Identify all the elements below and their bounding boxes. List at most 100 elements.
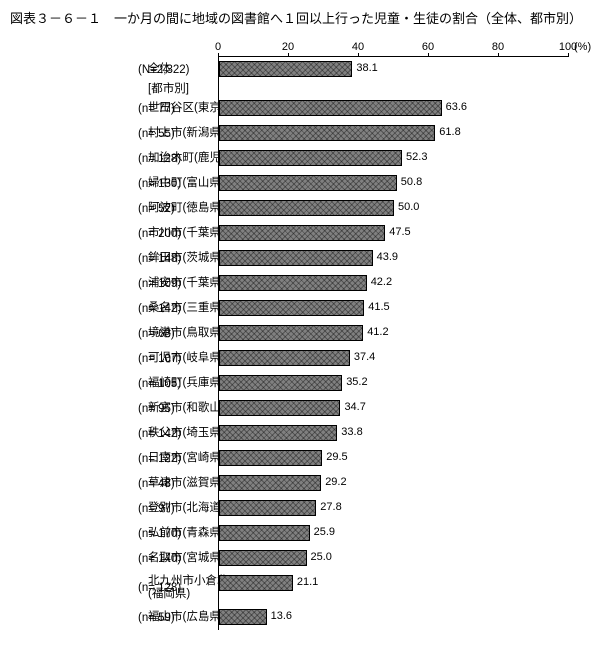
data-row: 全体(N=2,322)38.1 [138,57,595,82]
bar-cell: 38.1 [218,57,568,82]
bar-value: 61.8 [439,126,460,138]
bar [219,100,442,116]
data-row: 登別市(北海道)(n= 97)27.8 [138,496,595,521]
chart-area: 020406080100(%) 全体(N=2,322)38.1[都市別]世田谷区… [138,37,595,630]
bar-value: 50.8 [401,176,422,188]
bar-value: 41.5 [368,301,389,313]
bar-value: 38.1 [356,62,377,74]
bar-cell: 50.8 [218,171,568,196]
data-row: 福山市(広島県)(n= 59)13.6 [138,605,595,630]
bar [219,550,307,566]
bar-cell: 61.8 [218,121,568,146]
bar-cell: 52.3 [218,146,568,171]
bar-value: 41.2 [367,326,388,338]
bar-cell: 21.1 [218,571,568,605]
data-row: 浦安市(千葉県)(n= 109)42.2 [138,271,595,296]
bar [219,125,435,141]
data-row: 世田谷区(東京都)(n= 77)63.6 [138,96,595,121]
data-row: 婦中町(富山県)(n= 130)50.8 [138,171,595,196]
axis-tick [568,53,569,57]
bar-cell: 25.0 [218,546,568,571]
bar [219,300,364,316]
bar-cell: 47.5 [218,221,568,246]
data-row: 弘前市(青森県)(n= 170)25.9 [138,521,595,546]
data-row: 北九州市小倉北区(福岡県)(n= 128)21.1 [138,571,595,605]
data-row: 加治木町(鹿児島県)(n= 128)52.3 [138,146,595,171]
bar [219,150,402,166]
x-axis: 020406080100(%) [218,37,568,57]
bar-value: 25.9 [314,526,335,538]
bar-cell: 43.9 [218,246,568,271]
data-row: 日南市(宮崎県)(n= 122)29.5 [138,446,595,471]
data-row: 新宮市(和歌山県)(n= 95)34.7 [138,396,595,421]
bar [219,350,350,366]
bar-cell: 50.0 [218,196,568,221]
bar-cell: 42.2 [218,271,568,296]
data-row: 鉾田市(茨城県)(n= 148)43.9 [138,246,595,271]
bar-cell: 29.5 [218,446,568,471]
bar-cell: 41.2 [218,321,568,346]
data-row: 福崎町(兵庫県)(n= 105)35.2 [138,371,595,396]
bar [219,450,322,466]
bar-value: 29.5 [326,451,347,463]
bar-value: 29.2 [325,476,346,488]
bar [219,61,352,77]
bar [219,425,337,441]
bar-value: 27.8 [320,501,341,513]
bar [219,500,316,516]
bar-cell: 41.5 [218,296,568,321]
bar-value: 37.4 [354,351,375,363]
bar-value: 35.2 [346,376,367,388]
bar-value: 50.0 [398,201,419,213]
bar [219,400,340,416]
data-row: 秩父市(埼玉県)(n= 142)33.8 [138,421,595,446]
bar-value: 25.0 [311,551,332,563]
data-row: 名取市(宮城県)(n= 140)25.0 [138,546,595,571]
bar [219,575,293,591]
bar-cell: 34.7 [218,396,568,421]
bar-value: 13.6 [271,610,292,622]
data-row: 草津市(滋賀県)(n= 48)29.2 [138,471,595,496]
bar-cell: 35.2 [218,371,568,396]
bar-value: 42.2 [371,276,392,288]
axis-unit: (%) [574,41,591,53]
bar [219,325,363,341]
axis-tick-label: 40 [352,41,364,53]
bar-value: 33.8 [341,426,362,438]
bar [219,175,397,191]
data-row: 桑名市(三重県)(n= 142)41.5 [138,296,595,321]
bar-cell: 37.4 [218,346,568,371]
subheading-row: [都市別] [138,82,595,96]
bar [219,525,310,541]
data-row: 境港市(鳥取県)(n= 68)41.2 [138,321,595,346]
axis-tick-label: 60 [422,41,434,53]
bar-rows: 全体(N=2,322)38.1[都市別]世田谷区(東京都)(n= 77)63.6… [138,57,595,630]
bar-cell: 27.8 [218,496,568,521]
data-row: 市川市(千葉県)(n= 200)47.5 [138,221,595,246]
bar [219,275,367,291]
bar-cell: 25.9 [218,521,568,546]
axis-tick-label: 20 [282,41,294,53]
bar-value: 34.7 [344,401,365,413]
bar [219,609,267,625]
chart-title: 図表３－６－１ 一か月の間に地域の図書館へ１回以上行った児童・生徒の割合（全体、… [10,8,595,27]
data-row: 阿波町(徳島県)(n= 52)50.0 [138,196,595,221]
data-row: 可児市(岐阜県)(n= 107)37.4 [138,346,595,371]
bar-cell: 63.6 [218,96,568,121]
bar-cell: 13.6 [218,605,568,630]
bar-value: 47.5 [389,226,410,238]
bar [219,225,385,241]
bar-value: 63.6 [446,101,467,113]
axis-tick-label: 0 [215,41,221,53]
bar [219,375,342,391]
bar-value: 21.1 [297,576,318,588]
bar-value: 52.3 [406,151,427,163]
bar [219,475,321,491]
bar [219,200,394,216]
bar-cell: 29.2 [218,471,568,496]
bar-cell: 33.8 [218,421,568,446]
data-row: 村上市(新潟県)(n= 55)61.8 [138,121,595,146]
bar [219,250,373,266]
bar-value: 43.9 [377,251,398,263]
axis-tick-label: 80 [492,41,504,53]
